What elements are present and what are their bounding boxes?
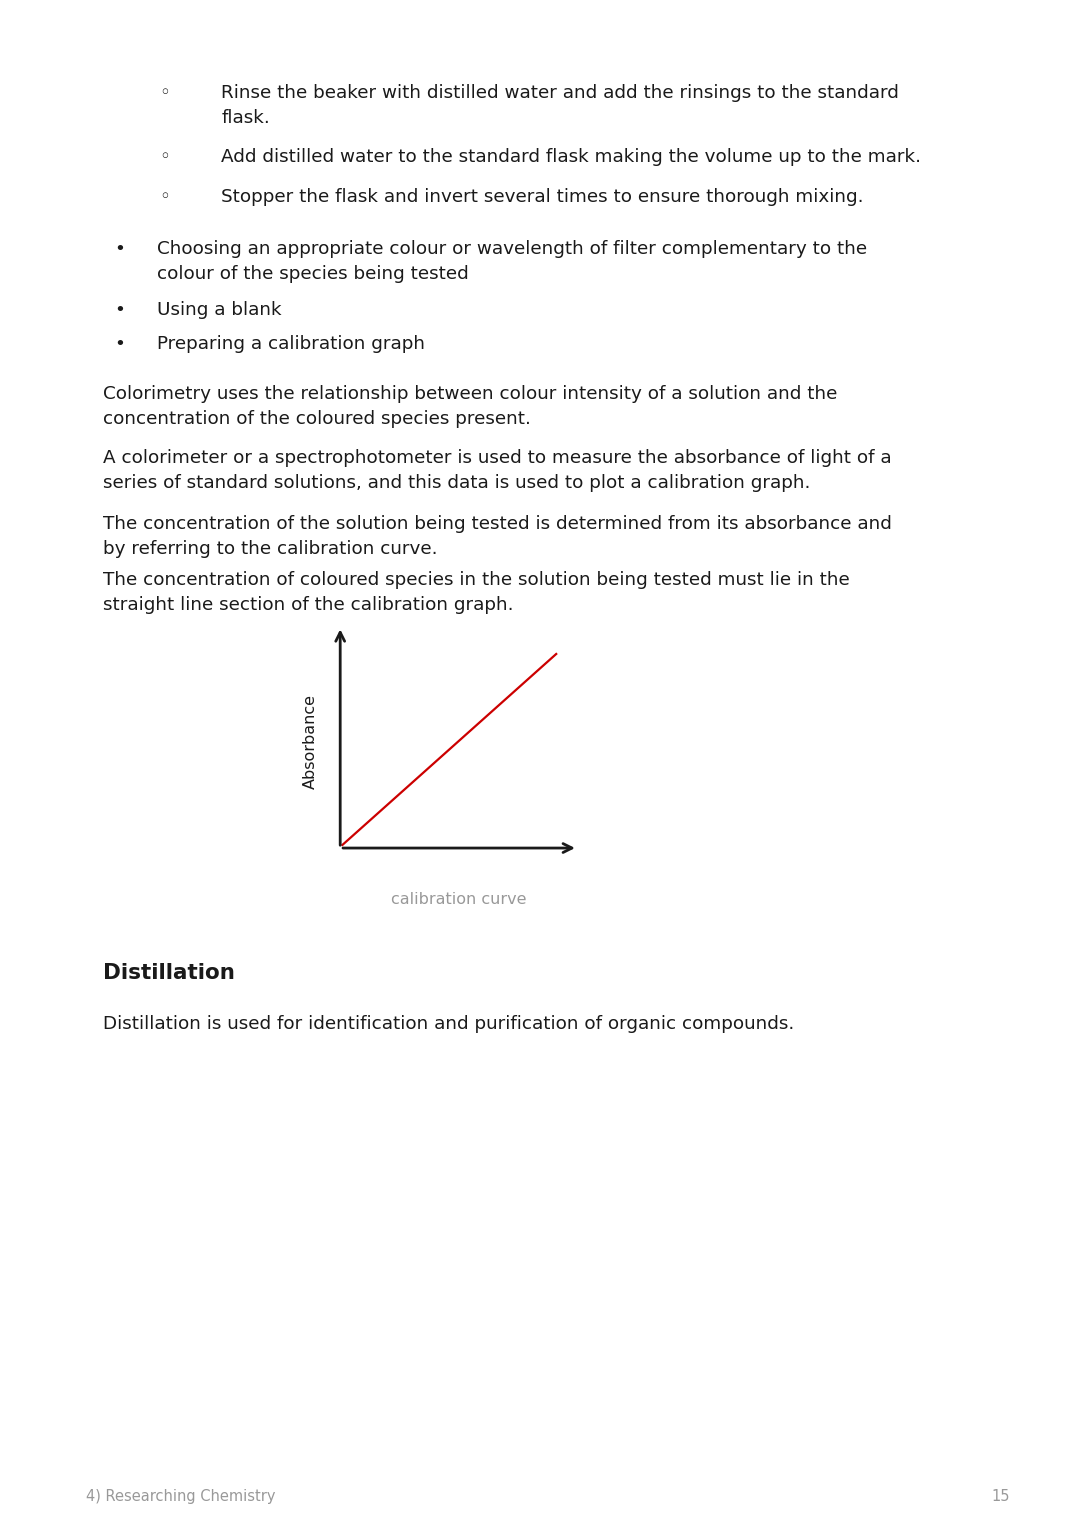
Text: calibration curve: calibration curve <box>391 892 527 908</box>
Text: ◦: ◦ <box>159 84 170 102</box>
Text: Rinse the beaker with distilled water and add the rinsings to the standard
flask: Rinse the beaker with distilled water an… <box>221 84 900 127</box>
Text: ◦: ◦ <box>159 188 170 206</box>
Text: Preparing a calibration graph: Preparing a calibration graph <box>157 335 424 353</box>
Text: Using a blank: Using a blank <box>157 301 281 319</box>
Text: •: • <box>114 301 125 319</box>
Text: A colorimeter or a spectrophotometer is used to measure the absorbance of light : A colorimeter or a spectrophotometer is … <box>103 449 891 492</box>
Text: Colorimetry uses the relationship between colour intensity of a solution and the: Colorimetry uses the relationship betwee… <box>103 385 837 428</box>
Text: Add distilled water to the standard flask making the volume up to the mark.: Add distilled water to the standard flas… <box>221 148 921 167</box>
Text: 15: 15 <box>991 1488 1010 1504</box>
Text: Distillation: Distillation <box>103 963 234 983</box>
Text: 4) Researching Chemistry: 4) Researching Chemistry <box>86 1488 275 1504</box>
Text: Choosing an appropriate colour or wavelength of filter complementary to the
colo: Choosing an appropriate colour or wavele… <box>157 240 867 283</box>
Text: •: • <box>114 240 125 258</box>
Text: •: • <box>114 335 125 353</box>
Text: Distillation is used for identification and purification of organic compounds.: Distillation is used for identification … <box>103 1015 794 1033</box>
Text: Absorbance: Absorbance <box>302 694 318 788</box>
Text: Stopper the flask and invert several times to ensure thorough mixing.: Stopper the flask and invert several tim… <box>221 188 864 206</box>
Text: The concentration of coloured species in the solution being tested must lie in t: The concentration of coloured species in… <box>103 571 849 614</box>
Text: ◦: ◦ <box>159 148 170 167</box>
Text: The concentration of the solution being tested is determined from its absorbance: The concentration of the solution being … <box>103 515 891 558</box>
